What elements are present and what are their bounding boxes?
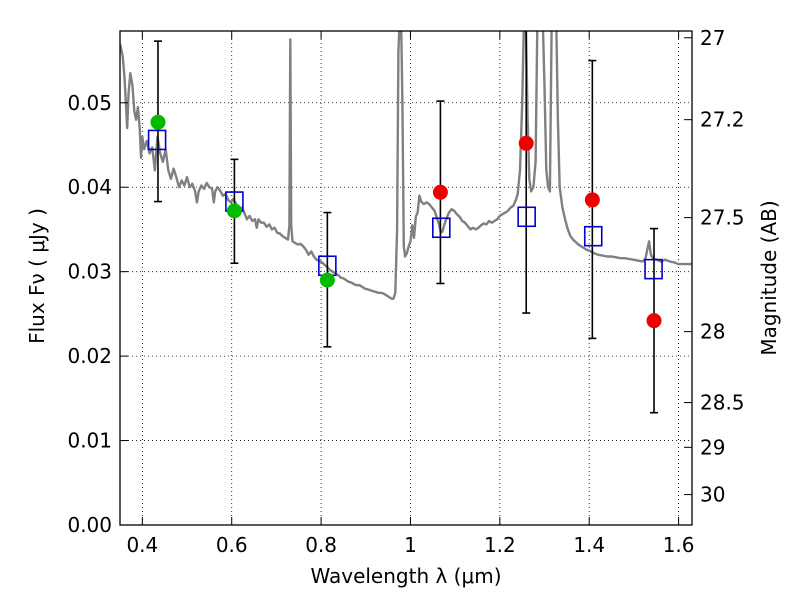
model-photometry-square [432, 217, 451, 239]
nir-point [518, 135, 534, 151]
y-tick-label: 0.01 [67, 429, 112, 453]
detection-point [319, 272, 335, 288]
right-tick-label: 28 [700, 320, 725, 344]
axis-ticks: 0.4 0.6 0.8 1 1.2 1.4 1.6 0.00 0.01 0.02 0.03 0.04 0… [67, 26, 744, 557]
x-axis-label: Wavelength λ (μm) [310, 564, 501, 588]
x-tick-label: 1 [404, 533, 417, 557]
x-tick-label: 1.4 [573, 533, 605, 557]
plot-area [120, 31, 692, 414]
right-tick-label: 27.2 [700, 108, 745, 132]
x-tick-label: 1.6 [663, 533, 695, 557]
x-tick-label: 1.2 [484, 533, 516, 557]
right-tick-label: 27 [700, 26, 725, 50]
right-axis-label: Magnitude (AB) [757, 200, 781, 355]
x-tick-label: 0.6 [216, 533, 248, 557]
right-tick-label: 30 [700, 483, 725, 507]
right-tick-label: 27.5 [700, 206, 745, 230]
plot-frame [119, 30, 693, 526]
right-tick-label: 29 [700, 435, 725, 459]
x-tick-label: 0.4 [126, 533, 158, 557]
y-tick-label: 0.03 [67, 260, 112, 284]
nir-point [646, 313, 662, 329]
grid-lines [120, 31, 692, 526]
nir-point [432, 184, 448, 200]
detection-point [150, 114, 166, 130]
model-photometry-square [147, 129, 167, 151]
x-tick-label: 0.8 [305, 533, 337, 557]
right-tick-label: 28.5 [700, 391, 745, 415]
axis-labels: Wavelength λ (μm) Flux Fν ( μJy ) Magnit… [25, 200, 781, 588]
y-axis-label: Flux Fν ( μJy ) [25, 208, 49, 344]
model-photometry-square [644, 258, 663, 280]
y-tick-label: 0.00 [67, 513, 112, 537]
y-tick-label: 0.02 [67, 344, 112, 368]
model-photometry-square [583, 225, 603, 247]
y-tick-label: 0.05 [67, 91, 112, 115]
detection-point [226, 203, 242, 219]
sed-model-curve [120, 31, 692, 300]
model-photometry-square [517, 206, 536, 228]
nir-point [584, 192, 600, 208]
y-tick-label: 0.04 [67, 175, 112, 199]
